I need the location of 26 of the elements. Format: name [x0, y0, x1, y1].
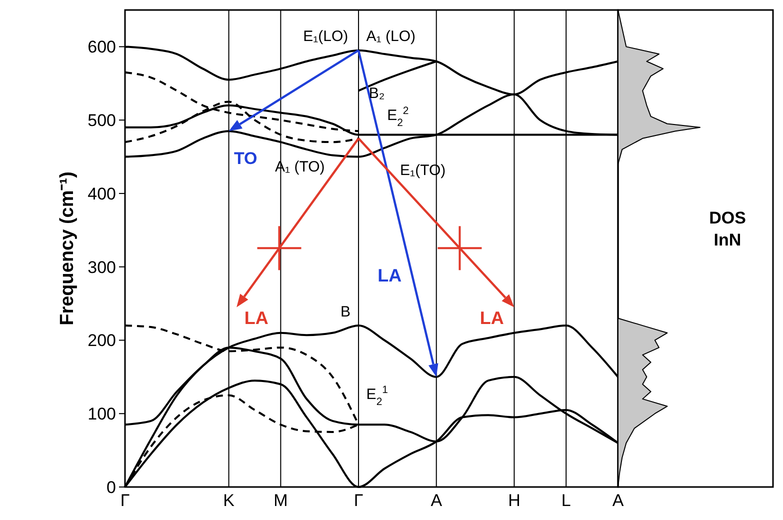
- y-tick-label: 200: [88, 331, 116, 350]
- annotation: A₁ (LO): [366, 28, 416, 45]
- y-tick-label: 500: [88, 111, 116, 130]
- text: InN: [714, 230, 742, 250]
- text: DOS: [709, 208, 746, 228]
- y-tick-label: 600: [88, 38, 116, 57]
- annotation: TO: [234, 149, 258, 168]
- x-tick-label: Γ: [354, 491, 364, 510]
- annotation: LA: [244, 308, 268, 328]
- x-tick-label: Γ: [120, 491, 130, 510]
- x-tick-label: M: [274, 491, 288, 510]
- x-tick-label: A: [430, 491, 443, 510]
- annotation: LA: [378, 266, 402, 286]
- y-tick-label: 100: [88, 404, 116, 424]
- y-tick-label: 0: [106, 478, 116, 497]
- annotation: LA: [480, 308, 504, 328]
- x-tick-label: L: [561, 491, 571, 510]
- x-tick-label: K: [223, 491, 236, 510]
- x-tick-label: A: [612, 491, 624, 510]
- annotation: E₁(LO): [303, 28, 348, 45]
- annotation: B₂: [368, 85, 385, 102]
- y-tick-label: 400: [88, 184, 116, 204]
- y-axis-title: Frequency (cm⁻¹): [57, 172, 78, 326]
- y-tick-label: 300: [88, 258, 116, 277]
- x-tick-label: H: [508, 491, 520, 510]
- annotation: B: [340, 304, 351, 321]
